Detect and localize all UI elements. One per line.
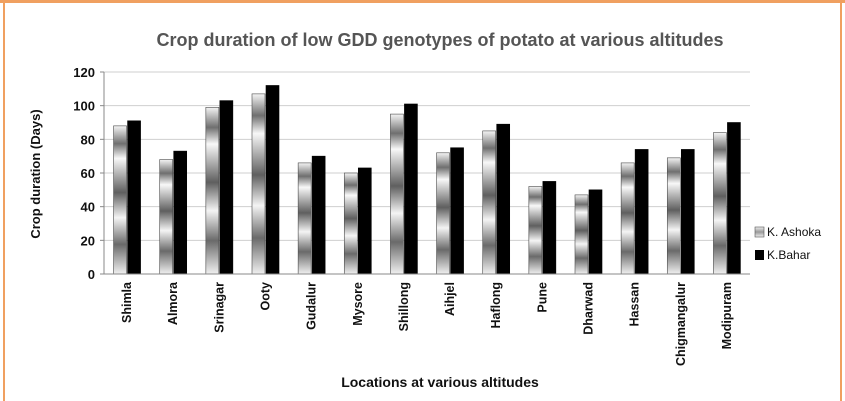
bar-ashoka bbox=[251, 93, 266, 275]
y-axis-label: Crop duration (Days) bbox=[28, 109, 43, 238]
grid-lines bbox=[104, 71, 750, 241]
bar-ashoka bbox=[528, 186, 543, 275]
bar-bahar bbox=[542, 181, 557, 275]
x-tick-label: Modipuram bbox=[720, 282, 734, 349]
x-tick-label: Ooty bbox=[259, 282, 273, 311]
bar-bahar bbox=[634, 149, 649, 275]
bar-ashoka bbox=[713, 132, 727, 275]
legend-label-bahar: K.Bahar bbox=[767, 248, 810, 262]
x-tick-label: Shillong bbox=[397, 282, 411, 331]
bar-ashoka bbox=[159, 159, 174, 275]
bar-ashoka bbox=[113, 125, 127, 275]
frame-left-border bbox=[3, 0, 5, 401]
x-tick-label: Shimla bbox=[120, 281, 134, 323]
y-tick-label: 40 bbox=[81, 200, 95, 215]
legend-swatch-bahar bbox=[755, 250, 764, 260]
y-tick-label: 60 bbox=[81, 166, 95, 181]
x-tick-label: Srinagar bbox=[212, 282, 226, 333]
y-axis-ticks: 0 20 40 60 80 100 120 bbox=[73, 65, 104, 282]
x-tick-label: Pune bbox=[535, 282, 549, 313]
bar-ashoka bbox=[666, 157, 681, 275]
bar-bahar bbox=[173, 150, 188, 275]
bar-ashoka bbox=[436, 152, 450, 275]
x-tick-label: Hassan bbox=[628, 282, 642, 326]
y-tick-label: 80 bbox=[81, 132, 95, 147]
y-tick-label: 100 bbox=[73, 99, 95, 114]
bar-ashoka bbox=[482, 130, 497, 275]
bar-bahar bbox=[496, 123, 511, 275]
bar-ashoka bbox=[390, 113, 404, 275]
y-tick-label: 0 bbox=[88, 267, 95, 282]
legend: K. Ashoka K.Bahar bbox=[754, 225, 821, 262]
bar-ashoka bbox=[205, 107, 220, 275]
bar-bahar bbox=[127, 120, 141, 275]
x-tick-label: Mysore bbox=[351, 282, 365, 326]
y-tick-label: 20 bbox=[81, 233, 95, 248]
bar-bahar bbox=[450, 147, 464, 275]
x-tick-label: Almora bbox=[166, 281, 180, 325]
y-tick-label: 120 bbox=[73, 65, 95, 80]
legend-label-ashoka: K. Ashoka bbox=[767, 225, 821, 239]
frame-right-border bbox=[840, 0, 842, 401]
x-axis-label: Locations at various altitudes bbox=[341, 374, 539, 390]
frame-top-border bbox=[0, 0, 845, 3]
bar-bahar bbox=[727, 122, 741, 275]
bar-ashoka bbox=[343, 172, 358, 275]
chart-title: Crop duration of low GDD genotypes of po… bbox=[156, 30, 723, 50]
bar-ashoka bbox=[297, 162, 312, 275]
bar-bahar bbox=[588, 189, 603, 275]
bar-bahar bbox=[680, 149, 695, 275]
bar-ashoka bbox=[574, 194, 589, 275]
bar-ashoka bbox=[620, 162, 635, 275]
bar-bahar bbox=[311, 155, 326, 275]
x-tick-label: Gudalur bbox=[305, 282, 319, 330]
x-tick-label: Aihjel bbox=[443, 282, 457, 316]
bars bbox=[113, 85, 741, 275]
bar-bahar bbox=[357, 167, 372, 275]
x-tick-label: Chigmangalur bbox=[674, 282, 688, 366]
bar-bahar bbox=[404, 103, 418, 275]
bar-bahar bbox=[219, 100, 234, 275]
legend-swatch-ashoka bbox=[754, 226, 765, 238]
x-tick-label: Haflong bbox=[489, 282, 503, 329]
x-tick-label: Dharwad bbox=[582, 282, 596, 335]
x-axis-ticks: Shimla Almora Srinagar Ooty Gudalur Mysore Shi… bbox=[120, 281, 734, 366]
bar-bahar bbox=[265, 85, 280, 275]
